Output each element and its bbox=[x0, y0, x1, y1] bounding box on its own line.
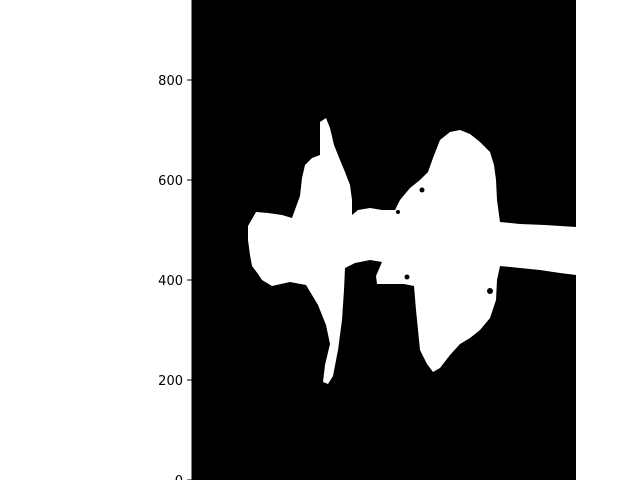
obstacle-speck bbox=[396, 210, 400, 214]
y-tick-label: 200 bbox=[158, 374, 183, 389]
y-tick-label: 600 bbox=[158, 174, 183, 189]
free-space-region bbox=[248, 118, 576, 384]
obstacle-speck bbox=[404, 274, 410, 280]
y-tick-label: 0 bbox=[175, 474, 183, 480]
y-tick-label: 400 bbox=[158, 274, 183, 289]
obstacle-speck bbox=[487, 288, 493, 294]
obstacle-speck bbox=[419, 187, 425, 193]
y-axis-ticks: 0 200 400 600 800 bbox=[158, 74, 192, 480]
y-tick-label: 800 bbox=[158, 74, 183, 89]
